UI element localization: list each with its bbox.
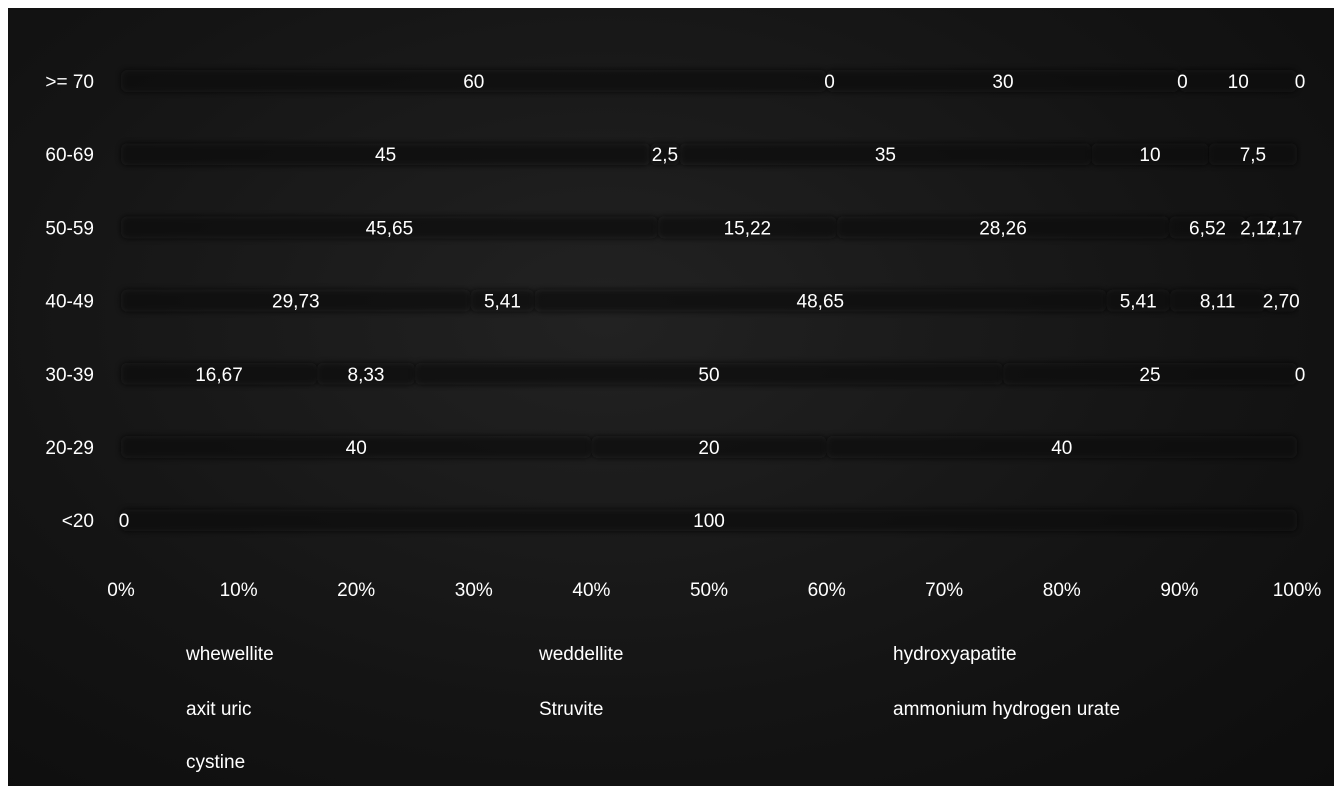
data-label-struvite: 10 — [1139, 145, 1160, 166]
category-label: 20-29 — [45, 438, 94, 459]
data-label-whewellite: 45,65 — [366, 218, 414, 239]
x-tick-label: 90% — [1160, 580, 1198, 601]
bar-segment-struvite — [1091, 143, 1209, 166]
data-label-weddellite: 8,33 — [348, 365, 385, 386]
category-label: >= 70 — [45, 72, 94, 93]
legend-entry-hydroxyapatite: hydroxyapatite — [893, 644, 1017, 665]
x-tick-label: 20% — [337, 580, 375, 601]
data-label-ammonium-hydrogen-urate: 8,11 — [1200, 292, 1236, 313]
bar-segment-hydroxyapatite — [121, 509, 1297, 532]
bar-segment-whewellite — [121, 70, 827, 92]
x-tick-label: 50% — [690, 580, 728, 601]
bar-segment-hydroxyapatite — [650, 143, 680, 166]
data-label-struvite: 0 — [1177, 72, 1188, 93]
bar-segment-whewellite — [121, 436, 592, 458]
bar-segment-hydroxyapatite — [415, 362, 1003, 385]
category-label: 30-39 — [45, 365, 94, 386]
bar-segment-hydroxyapatite — [534, 289, 1107, 312]
data-label-axit-uric: 28,26 — [979, 218, 1027, 239]
data-label-cystine: 2,17 — [1266, 218, 1303, 239]
x-tick-label: 60% — [808, 580, 846, 601]
data-label-struvite: 6,52 — [1189, 218, 1226, 239]
x-tick-label: 0% — [107, 580, 135, 601]
category-labels: >= 70 60-69 50-59 40-49 30-39 20-29 <20 — [45, 72, 94, 532]
x-tick-label: 40% — [572, 580, 610, 601]
bar-segment-cystine — [1271, 216, 1297, 239]
data-label-axit-uric: 35 — [875, 145, 896, 166]
data-label-whewellite: 0 — [119, 511, 130, 532]
bar-segment-whewellite — [121, 362, 318, 385]
bar-segment-ammonium-hydrogen-urate — [1245, 216, 1272, 239]
bar-segment-struvite — [1106, 289, 1170, 312]
x-tick-label: 30% — [455, 580, 493, 601]
bar-segment-axit-uric — [836, 216, 1170, 239]
data-label-weddellite: 5,41 — [484, 292, 521, 313]
data-label-whewellite: 45 — [375, 145, 396, 166]
data-label-cystine: 2,70 — [1263, 292, 1300, 313]
bar-segment-weddellite — [470, 289, 535, 312]
bar-segment-struvite — [1003, 362, 1297, 385]
bar-segment-axit-uric — [826, 436, 1297, 458]
data-label-ammonium-hydrogen-urate: 7,5 — [1240, 145, 1266, 166]
bar-segment-whewellite — [121, 216, 658, 239]
bar-segment-struvite — [1169, 216, 1246, 239]
legend: whewellite weddellite hydroxyapatite axit u… — [185, 644, 1120, 773]
chart-frame: >= 70 60-69 50-59 40-49 30-39 20-29 <20 60 0 30 0… — [8, 8, 1334, 786]
bar-segment-axit-uric — [826, 70, 1180, 92]
x-tick-label: 100% — [1273, 580, 1322, 601]
data-label-cystine: 0 — [1295, 72, 1306, 93]
x-axis-tick-labels: 0% 10% 20% 30% 40% 50% 60% 70% 80% 90% 100% — [107, 580, 1321, 601]
data-label-hydroxyapatite: 0 — [824, 72, 835, 93]
data-label-whewellite: 60 — [463, 72, 484, 93]
bar-segment-ammonium-hydrogen-urate — [1179, 70, 1297, 92]
data-label-struvite: 25 — [1139, 365, 1160, 386]
bar-segment-hydroxyapatite — [657, 216, 837, 239]
legend-entry-struvite: Struvite — [539, 699, 603, 720]
data-label-whewellite: 29,73 — [272, 292, 320, 313]
data-label-hydroxyapatite: 15,22 — [724, 218, 772, 239]
bar-segment-hydroxyapatite — [591, 436, 827, 458]
data-label-hydroxyapatite: 50 — [698, 365, 719, 386]
data-label-hydroxyapatite: 20 — [698, 438, 719, 459]
data-label-whewellite: 40 — [346, 438, 367, 459]
data-label-struvite: 5,41 — [1120, 292, 1157, 313]
bar-segment-whewellite — [121, 289, 471, 312]
bar-segments — [121, 70, 1298, 532]
legend-entry-cystine: cystine — [186, 752, 245, 773]
data-labels: 60 0 30 0 10 045 2,5 35 10 7,545,65 15,22 28,26 6,52… — [119, 72, 1306, 532]
category-label: 40-49 — [45, 292, 94, 313]
x-tick-label: 10% — [220, 580, 258, 601]
legend-entry-axit-uric: axit uric — [186, 699, 251, 720]
x-tick-label: 70% — [925, 580, 963, 601]
data-label-ammonium-hydrogen-urate: 2,17 — [1240, 218, 1277, 239]
bar-segment-cystine — [1265, 289, 1298, 312]
category-label: 50-59 — [45, 218, 94, 239]
category-label: <20 — [62, 511, 94, 532]
bar-segment-weddellite — [317, 362, 415, 385]
data-label-whewellite: 16,67 — [195, 365, 243, 386]
x-tick-label: 80% — [1043, 580, 1081, 601]
data-label-axit-uric: 30 — [992, 72, 1013, 93]
stacked-bar-chart: >= 70 60-69 50-59 40-49 30-39 20-29 <20 60 0 30 0… — [45, 70, 1321, 773]
data-label-hydroxyapatite: 100 — [693, 511, 725, 532]
data-label-hydroxyapatite: 48,65 — [797, 292, 845, 313]
bar-segment-ammonium-hydrogen-urate — [1169, 289, 1266, 312]
bar-segment-axit-uric — [679, 143, 1092, 166]
data-label-axit-uric: 40 — [1051, 438, 1072, 459]
category-label: 60-69 — [45, 145, 94, 166]
legend-entry-whewellite: whewellite — [185, 644, 274, 665]
bar-segment-ammonium-hydrogen-urate — [1208, 143, 1297, 166]
data-label-ammonium-hydrogen-urate: 10 — [1228, 72, 1249, 93]
legend-entry-weddellite: weddellite — [538, 644, 624, 665]
legend-entry-ammonium-hydrogen-urate: ammonium hydrogen urate — [893, 699, 1120, 720]
data-label-hydroxyapatite: 2,5 — [652, 145, 678, 166]
bar-segment-whewellite — [121, 143, 651, 166]
data-label-cystine: 0 — [1295, 365, 1306, 386]
